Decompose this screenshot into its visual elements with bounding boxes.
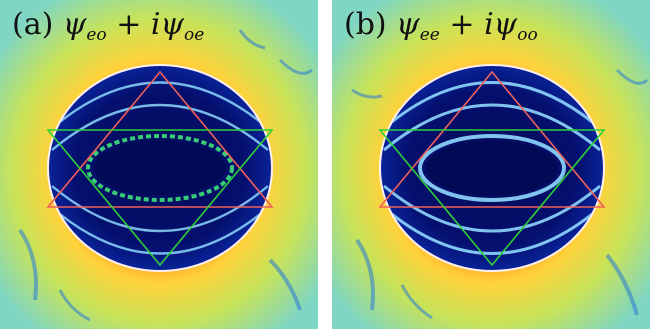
field-map-a bbox=[0, 0, 318, 329]
panel-b-imag-unit: i bbox=[484, 7, 494, 42]
panel-a-sub-2: oe bbox=[184, 25, 205, 45]
panel-b-tag: (b) bbox=[344, 7, 387, 42]
panel-a-imag-unit: i bbox=[150, 7, 161, 42]
panel-a-sub-1: eo bbox=[86, 25, 107, 45]
panel-b-psi-1: ψ bbox=[396, 7, 420, 42]
panel-b-plus: + bbox=[449, 7, 475, 42]
triangle-up-a bbox=[46, 70, 274, 208]
panel-a-label: (a) ψeo + iψoe bbox=[12, 10, 204, 44]
triangle-down-a bbox=[46, 129, 274, 267]
panel-b-psi-2: ψ bbox=[493, 7, 518, 42]
panel-a-tag: (a) bbox=[12, 7, 54, 42]
panel-b: (b) ψee + iψoo bbox=[332, 0, 650, 329]
panel-a: (a) ψeo + iψoe bbox=[0, 0, 318, 329]
panel-b-label: (b) ψee + iψoo bbox=[344, 10, 538, 44]
panel-a-psi-1: ψ bbox=[62, 7, 87, 42]
panel-a-psi-2: ψ bbox=[160, 7, 185, 42]
triangle-down-b bbox=[378, 129, 606, 267]
panel-a-plus: + bbox=[116, 7, 142, 42]
panel-b-sub-2: oo bbox=[517, 25, 538, 45]
triangle-up-b bbox=[378, 70, 606, 208]
field-map-b bbox=[332, 0, 650, 329]
panel-b-sub-1: ee bbox=[419, 25, 440, 45]
